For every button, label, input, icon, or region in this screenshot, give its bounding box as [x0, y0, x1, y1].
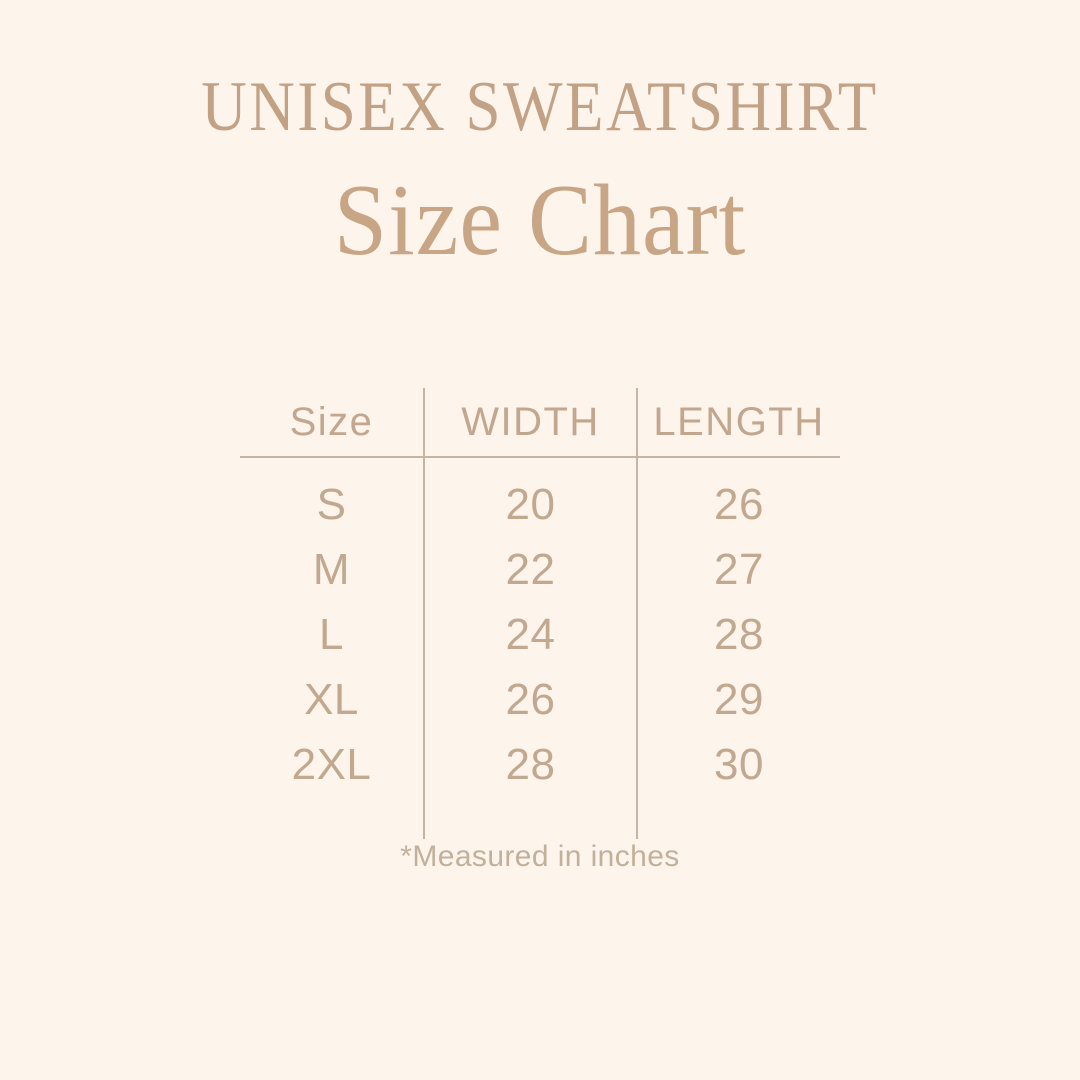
- table-header-row: Size WIDTH LENGTH: [240, 388, 840, 458]
- cell-size: M: [312, 544, 351, 594]
- table-row: XL 26 29: [240, 667, 840, 732]
- cell-size: S: [316, 479, 347, 529]
- cell-width: 24: [423, 602, 637, 667]
- cell-size: XL: [304, 674, 359, 724]
- cell-size: L: [319, 609, 344, 659]
- column-header-size: Size: [240, 388, 424, 458]
- cell-length: 28: [636, 602, 840, 667]
- size-table: Size WIDTH LENGTH S 20 26 M 22 27 L: [240, 388, 840, 839]
- column-header-length: LENGTH: [636, 388, 840, 458]
- cell-length: 26: [636, 457, 840, 537]
- cell-width: 20: [423, 457, 637, 537]
- cell-length: 29: [636, 667, 840, 732]
- cell-width: 26: [423, 667, 637, 732]
- table-body: S 20 26 M 22 27 L 24 28 XL 26 29: [240, 457, 840, 839]
- cell-length: 27: [636, 537, 840, 602]
- table-row: L 24 28: [240, 602, 840, 667]
- heading-block: UNISEX SWEATSHIRT Size Chart: [0, 67, 1080, 270]
- cell-width: 28: [423, 732, 637, 839]
- table-row: S 20 26: [240, 457, 840, 537]
- cell-size: 2XL: [291, 739, 372, 789]
- column-header-width: WIDTH: [423, 388, 637, 458]
- table-row: M 22 27: [240, 537, 840, 602]
- cell-length: 30: [636, 732, 840, 839]
- cell-width: 22: [423, 537, 637, 602]
- measurement-note: *Measured in inches: [400, 840, 680, 873]
- product-title: UNISEX SWEATSHIRT: [201, 67, 879, 146]
- page-title: Size Chart: [333, 162, 747, 277]
- table-row: 2XL 28 30: [240, 732, 840, 839]
- size-table-wrapper: Size WIDTH LENGTH S 20 26 M 22 27 L: [240, 388, 840, 839]
- table-header: Size WIDTH LENGTH: [240, 388, 840, 458]
